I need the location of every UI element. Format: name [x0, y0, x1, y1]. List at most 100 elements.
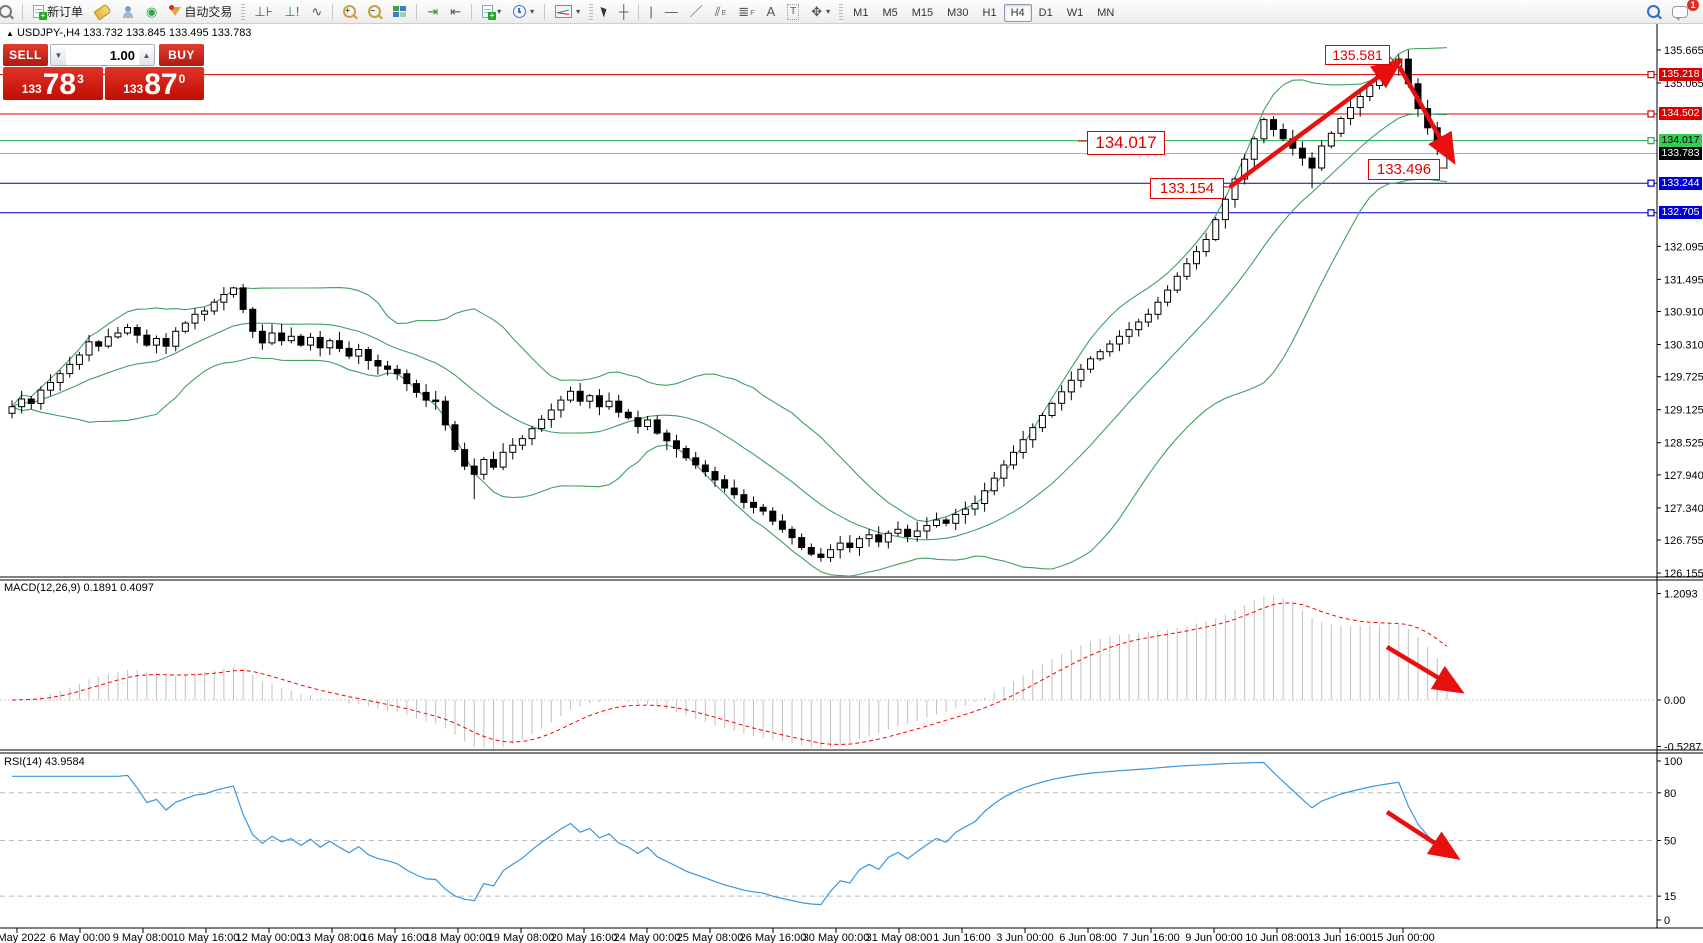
- periods-button[interactable]: ▾: [508, 3, 539, 20]
- crayon-icon: [93, 3, 112, 20]
- timeframe-H1[interactable]: H1: [982, 6, 997, 19]
- one-click-trade-panel: SELL ▼ ▲ BUY 133 78 3 133 87 0: [3, 44, 204, 101]
- volume-increase-button[interactable]: ▲: [139, 45, 154, 65]
- macd-label: MACD(12,26,9) 0.1891 0.4097: [4, 582, 154, 594]
- bar-chart-icon: ⊥⊦: [254, 3, 273, 19]
- chart-open-button[interactable]: [0, 3, 17, 20]
- shapes-icon: ✥: [811, 3, 823, 19]
- chart-shift-button[interactable]: ⇤: [445, 3, 466, 20]
- svg-text:132.095: 132.095: [1664, 241, 1703, 253]
- cursor-icon: [600, 5, 609, 18]
- auto-trading-icon: [169, 5, 182, 16]
- svg-text:135.665: 135.665: [1664, 45, 1703, 57]
- trendline-button[interactable]: ／: [685, 3, 708, 20]
- cursor-button[interactable]: [597, 3, 612, 20]
- price-axis-label-133.244[interactable]: 133.244: [1659, 177, 1702, 190]
- price-axis-label-132.705[interactable]: 132.705: [1659, 206, 1702, 219]
- chat-bubble-icon: [1672, 5, 1688, 21]
- timeframe-M30[interactable]: M30: [947, 6, 969, 19]
- auto-scroll-button[interactable]: ⇥: [422, 3, 443, 20]
- toolbar: + 新订单 ◉ 自动交易 ⊥⊦ ⊥! ∿ + − ⇥ ⇤ + ▾ ▾ ▾ ┼ | …: [0, 0, 1703, 24]
- volume-input[interactable]: [66, 45, 139, 65]
- zoom-in-button[interactable]: +: [338, 3, 361, 20]
- rsi-label: RSI(14) 43.9584: [4, 756, 85, 768]
- channel-button[interactable]: ⫽ E: [714, 3, 727, 19]
- styler-button[interactable]: [90, 3, 115, 20]
- volume-decrease-button[interactable]: ▼: [51, 45, 66, 65]
- annotation-134.017[interactable]: 134.017: [1087, 131, 1165, 155]
- indicators-button[interactable]: ▾: [550, 3, 585, 20]
- svg-text:50: 50: [1664, 836, 1676, 848]
- new-order-icon: +: [33, 5, 47, 20]
- fibonacci-button[interactable]: ≣ F: [738, 3, 755, 19]
- new-chart-icon: +: [482, 5, 497, 20]
- candlestick-icon: ⊥!: [284, 3, 300, 19]
- line-chart-button[interactable]: ∿: [306, 3, 327, 20]
- svg-text:128.525: 128.525: [1664, 438, 1703, 450]
- shapes-button[interactable]: ✥ ▾: [811, 3, 831, 19]
- new-order-button[interactable]: + 新订单: [28, 3, 88, 20]
- svg-text:13 Jun 16:00: 13 Jun 16:00: [1308, 932, 1372, 943]
- hline-button[interactable]: —: [660, 3, 683, 20]
- profile-button[interactable]: [117, 3, 139, 20]
- tile-windows-icon: [393, 6, 407, 17]
- bar-chart-button[interactable]: ⊥⊦: [249, 3, 277, 20]
- svg-text:129.125: 129.125: [1664, 405, 1703, 417]
- price-axis-label-133.783[interactable]: 133.783: [1659, 147, 1702, 160]
- timeframe-D1[interactable]: D1: [1038, 6, 1053, 19]
- svg-text:4 May 2022: 4 May 2022: [0, 932, 46, 943]
- timeframe-M5[interactable]: M5: [882, 6, 898, 19]
- search-button[interactable]: [1642, 3, 1665, 20]
- svg-text:20 May 16:00: 20 May 16:00: [551, 932, 618, 943]
- annotation-133.154[interactable]: 133.154: [1150, 178, 1224, 199]
- svg-text:3 Jun 00:00: 3 Jun 00:00: [996, 932, 1054, 943]
- timeframe-MN[interactable]: MN: [1097, 6, 1115, 19]
- zoom-in-icon: +: [343, 5, 359, 20]
- sell-button[interactable]: SELL: [3, 44, 48, 66]
- symbol-ohlc-header: ▲ USDJPY-,H4 133.732 133.845 133.495 133…: [6, 27, 252, 39]
- auto-trading-label: 自动交易: [184, 5, 233, 19]
- svg-text:130.910: 130.910: [1664, 307, 1703, 319]
- svg-text:0: 0: [1664, 915, 1670, 927]
- collapse-triangle-icon[interactable]: ▲: [6, 29, 14, 38]
- candlestick-chart-button[interactable]: ⊥!: [279, 3, 304, 20]
- annotation-135.581[interactable]: 135.581: [1325, 45, 1390, 65]
- signals-button[interactable]: ◉: [141, 3, 162, 20]
- new-chart-button[interactable]: + ▾: [477, 3, 506, 20]
- notifications-button[interactable]: 1: [1667, 0, 1699, 21]
- zoom-out-button[interactable]: −: [363, 3, 386, 20]
- svg-text:-0.5287: -0.5287: [1664, 742, 1701, 754]
- crosshair-button[interactable]: ┼: [614, 3, 633, 20]
- profile-icon: [122, 5, 134, 18]
- price-axis-label-135.218[interactable]: 135.218: [1659, 68, 1702, 81]
- text-label-button[interactable]: T: [782, 3, 804, 20]
- annotation-133.496[interactable]: 133.496: [1368, 159, 1440, 180]
- timeframe-M15[interactable]: M15: [911, 6, 934, 19]
- svg-text:126.755: 126.755: [1664, 535, 1703, 547]
- price-axis-label-134.017[interactable]: 134.017: [1659, 134, 1702, 147]
- channel-icon: ⫽: [714, 3, 721, 19]
- timeframe-W1[interactable]: W1: [1066, 6, 1084, 19]
- vline-button[interactable]: |: [644, 3, 657, 20]
- tile-windows-button[interactable]: [388, 3, 411, 20]
- buy-button[interactable]: BUY: [159, 44, 204, 66]
- timeframe-M1[interactable]: M1: [853, 6, 869, 19]
- sell-price[interactable]: 133 78 3: [3, 67, 103, 100]
- svg-text:127.340: 127.340: [1664, 503, 1703, 515]
- buy-price[interactable]: 133 87 0: [104, 67, 204, 100]
- timeframe-bar: M1 M5 M15 M30 H1 H4 D1 W1 MN: [846, 3, 1121, 22]
- svg-text:15: 15: [1664, 891, 1676, 903]
- text-button[interactable]: A: [761, 3, 780, 20]
- svg-text:13 May 08:00: 13 May 08:00: [299, 932, 366, 943]
- vline-icon: |: [649, 3, 653, 19]
- price-axis-label-134.502[interactable]: 134.502: [1659, 107, 1702, 120]
- timeframe-H4[interactable]: H4: [1003, 3, 1032, 22]
- svg-text:1 Jun 16:00: 1 Jun 16:00: [933, 932, 991, 943]
- svg-text:126.155: 126.155: [1664, 568, 1703, 580]
- auto-trading-button[interactable]: 自动交易: [164, 3, 237, 20]
- svg-text:130.310: 130.310: [1664, 340, 1703, 352]
- svg-text:6 Jun 08:00: 6 Jun 08:00: [1059, 932, 1117, 943]
- zoom-out-icon: −: [368, 5, 384, 20]
